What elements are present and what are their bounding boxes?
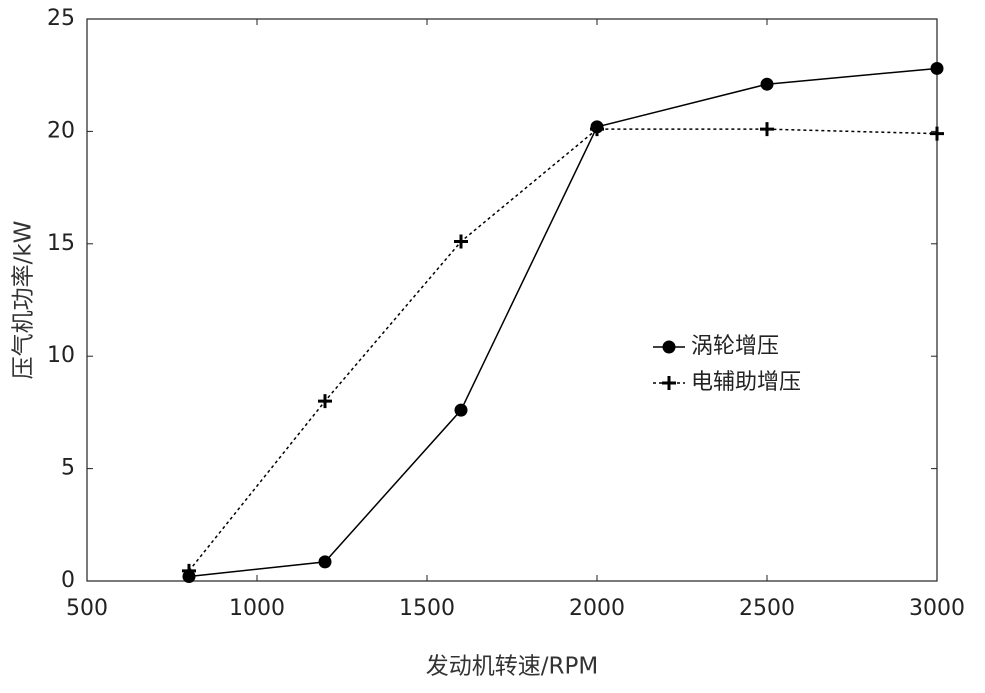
- x-axis-label: 发动机转速/RPM: [426, 654, 598, 680]
- series-line: [188, 67, 938, 578]
- y-tick-label: 10: [47, 343, 75, 368]
- marker: [454, 234, 468, 249]
- y-tick-label: 5: [61, 456, 75, 481]
- x-tick-label: 2000: [569, 596, 625, 621]
- marker: [590, 122, 604, 137]
- marker: [760, 77, 774, 91]
- x-tick-label: 2500: [739, 596, 795, 621]
- legend-marker: [662, 340, 676, 354]
- marker: [760, 122, 774, 137]
- x-tick-label: 3000: [909, 596, 965, 621]
- y-axis-label: 压气机功率/kW: [11, 221, 37, 380]
- y-tick-label: 15: [47, 231, 75, 256]
- marker: [182, 563, 196, 578]
- x-tick-label: 1000: [229, 596, 285, 621]
- y-tick-label: 0: [61, 568, 75, 593]
- marker: [318, 555, 332, 569]
- legend-label: 涡轮增压: [691, 334, 779, 359]
- x-tick-label: 1500: [399, 596, 455, 621]
- plot-frame: [86, 18, 938, 582]
- marker: [930, 61, 944, 75]
- marker: [930, 126, 944, 141]
- legend-marker: [662, 376, 676, 390]
- marker: [454, 403, 468, 417]
- x-tick-label: 500: [66, 596, 108, 621]
- y-tick-label: 20: [47, 118, 75, 143]
- series-line: [188, 128, 938, 572]
- y-tick-label: 25: [47, 6, 75, 31]
- legend-label: 电辅助增压: [691, 370, 801, 395]
- marker: [318, 394, 332, 409]
